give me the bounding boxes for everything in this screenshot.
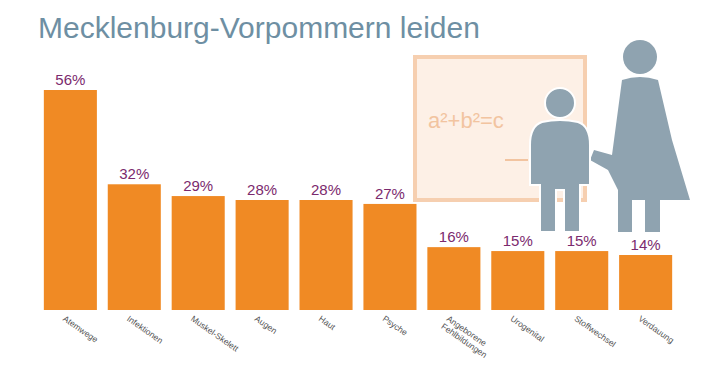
x-tick: Psyche — [381, 310, 410, 338]
data-label: 14% — [631, 236, 661, 253]
data-label: 15% — [567, 232, 597, 249]
data-label: 28% — [311, 181, 341, 198]
bars — [44, 90, 672, 310]
x-tick: Augen — [253, 310, 279, 336]
bar — [44, 90, 97, 310]
bar — [555, 251, 608, 310]
child-head — [545, 88, 575, 118]
bar — [108, 184, 161, 310]
board-dash — [505, 159, 528, 161]
x-axis-line — [41, 310, 677, 311]
data-label: 15% — [503, 232, 533, 249]
x-tick: Urogenital — [509, 310, 547, 344]
board-formula: a²+b²=c — [428, 108, 504, 133]
x-tick-label: Haut — [317, 313, 338, 332]
x-tick: AngeboreneFehlbildungen — [439, 310, 494, 360]
data-label: 27% — [375, 185, 405, 202]
x-tick: Atemwege — [61, 310, 100, 345]
bar — [236, 200, 289, 310]
x-tick-label: Augen — [253, 313, 279, 335]
bar — [172, 196, 225, 310]
x-tick: Muskel-Skelett — [189, 310, 241, 354]
data-label: 28% — [247, 181, 277, 198]
x-tick: Infektionen — [125, 310, 165, 346]
data-label: 29% — [183, 177, 213, 194]
chart-title: Mecklenburg-Vorpommern leiden — [38, 11, 480, 44]
data-label: 56% — [55, 71, 85, 88]
adult-head — [623, 40, 657, 74]
x-tick: Haut — [317, 310, 338, 332]
bar — [491, 251, 544, 310]
x-tick-label: Verdauung — [636, 313, 676, 345]
x-tick-label: Muskel-Skelett — [189, 313, 241, 354]
bar — [363, 204, 416, 310]
x-tick-label: AngeboreneFehlbildungen — [439, 313, 494, 360]
x-tick-label: Stoffwechsel — [573, 313, 618, 349]
x-tick: Stoffwechsel — [573, 310, 618, 349]
x-tick-label: Infektionen — [125, 313, 165, 345]
x-axis: Atemwege Infektionen Muskel-Skelett Augen Ha… — [41, 310, 677, 360]
x-tick-label: Atemwege — [61, 313, 100, 344]
x-tick-label: Psyche — [381, 313, 410, 337]
illustration: a²+b²=c — [415, 40, 690, 232]
data-labels: 56% 32% 29% 28% 28% 27% 16% 15% 15% 14% — [55, 71, 660, 253]
bar — [300, 200, 353, 310]
adult-body — [590, 77, 690, 232]
data-label: 32% — [119, 165, 149, 182]
child-body — [530, 120, 590, 232]
x-tick: Verdauung — [636, 310, 676, 345]
bar — [619, 255, 672, 310]
bar — [427, 247, 480, 310]
x-tick-label: Urogenital — [509, 313, 547, 343]
data-label: 16% — [439, 228, 469, 245]
